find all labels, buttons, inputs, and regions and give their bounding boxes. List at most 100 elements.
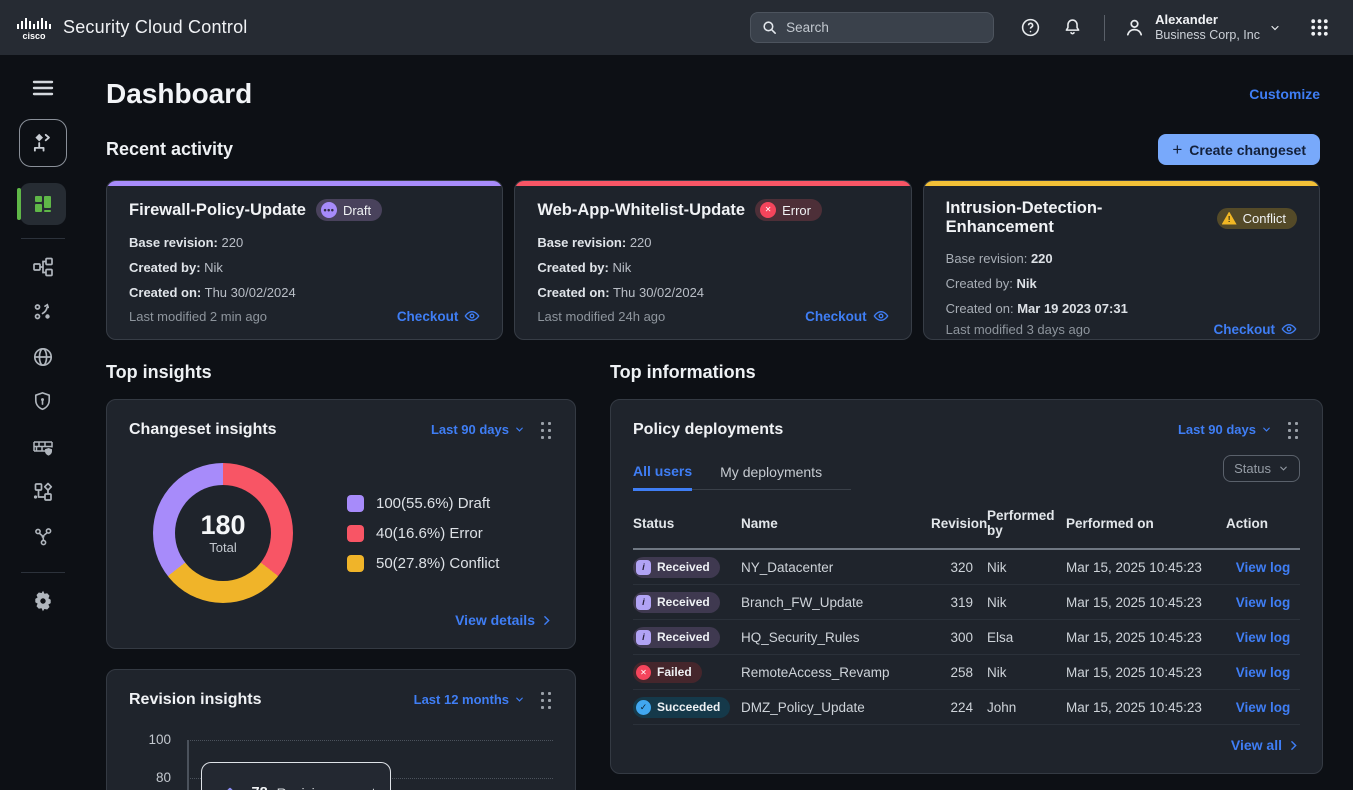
sidebar-divider [20, 572, 65, 573]
changeset-card-draft[interactable]: Firewall-Policy-Update ••• Draft Base re… [106, 180, 504, 340]
range-dropdown[interactable]: Last 12 months [414, 692, 525, 707]
brand: cisco Security Cloud Control [16, 15, 247, 41]
page-title: Dashboard [106, 78, 253, 109]
sidebar-item-objects[interactable] [23, 292, 63, 332]
chevron-right-icon [544, 615, 550, 625]
y-axis-tick: 80 [155, 770, 171, 785]
card-field: Base revision: 220 [129, 235, 244, 250]
info-icon: i [636, 629, 651, 645]
draft-icon: ••• [320, 202, 337, 218]
card-field: Base revision: 220 [537, 235, 652, 250]
legend-swatch-error [347, 524, 364, 542]
revision-insights-panel: Revision insights Last 12 months 100 80 [106, 669, 576, 790]
sidebar-item-automation[interactable] [23, 517, 63, 557]
check-icon: ✓ [636, 699, 651, 715]
sidebar-divider [20, 238, 65, 239]
sidebar-item-network[interactable] [23, 337, 63, 377]
notifications-button[interactable] [1054, 10, 1090, 46]
help-button[interactable] [1012, 10, 1048, 46]
eye-icon [873, 310, 889, 322]
user-menu[interactable]: Alexander Business Corp, Inc [1119, 10, 1285, 46]
changeset-card-error[interactable]: Web-App-Whitelist-Update ✕ Error Base re… [514, 180, 912, 340]
status-badge-error: ✕ Error [755, 199, 822, 221]
app-launcher-button[interactable] [1301, 10, 1337, 46]
sidebar-item-integrations[interactable] [23, 472, 63, 512]
topbar: cisco Security Cloud Control [0, 0, 1353, 55]
status-badge-conflict: ! Conflict [1216, 207, 1297, 229]
automation-icon [34, 527, 51, 545]
view-log-link[interactable]: View log [1226, 595, 1300, 610]
table-header: Status Name Revision Performed by Perfor… [633, 500, 1300, 550]
legend-swatch-conflict [347, 554, 364, 572]
drag-handle-icon[interactable] [539, 420, 553, 439]
panel-title: Revision insights [129, 690, 262, 708]
card-field: Created on: Thu 30/02/2024 [129, 285, 296, 300]
app-grid-icon [1310, 19, 1328, 36]
eye-icon [1281, 323, 1297, 335]
drag-handle-icon[interactable] [1286, 420, 1300, 439]
revision-line-chart: 100 80 78 Revisions count [129, 732, 553, 790]
sidebar-item-settings[interactable] [23, 581, 63, 621]
failed-icon: ✕ [636, 664, 651, 680]
tab-my-deployments[interactable]: My deployments [720, 463, 822, 489]
sidebar-item-security[interactable] [23, 382, 63, 422]
info-icon: i [636, 594, 651, 610]
shield-icon [34, 392, 51, 411]
view-log-link[interactable]: View log [1226, 700, 1300, 715]
chevron-down-icon [516, 697, 523, 702]
info-icon: i [636, 559, 651, 575]
search-bar[interactable] [750, 12, 995, 43]
range-dropdown[interactable]: Last 90 days [1178, 422, 1272, 437]
svg-text:cisco: cisco [22, 31, 46, 41]
topology-icon [32, 257, 53, 276]
drag-handle-icon[interactable] [539, 690, 553, 709]
sidebar-item-changeset[interactable] [18, 119, 67, 167]
view-log-link[interactable]: View log [1226, 665, 1300, 680]
card-title: Firewall-Policy-Update [129, 200, 306, 219]
table-row[interactable]: ✕ Failed RemoteAccess_Revamp 258 Nik Mar … [633, 655, 1300, 690]
gear-icon [34, 590, 51, 611]
customize-link[interactable]: Customize [1249, 86, 1320, 102]
checkout-link[interactable]: Checkout [397, 308, 481, 324]
panel-title: Policy deployments [633, 420, 784, 438]
search-input[interactable] [786, 20, 984, 35]
sidebar-item-dashboard[interactable] [16, 183, 66, 225]
chevron-right-icon [1291, 740, 1297, 750]
changeset-card-conflict[interactable]: Intrusion-Detection-Enhancement ! Confli… [922, 180, 1320, 340]
sidebar-menu-button[interactable] [23, 71, 63, 105]
status-filter-dropdown[interactable]: Status [1223, 455, 1300, 482]
table-row[interactable]: ✓ Succeeded DMZ_Policy_Update 224 John Ma… [633, 690, 1300, 725]
last-modified: Last modified 24h ago [537, 308, 666, 324]
view-details-link[interactable]: View details [455, 612, 553, 628]
sidebar-item-topology[interactable] [23, 247, 63, 287]
view-all-link[interactable]: View all [1231, 737, 1300, 753]
chevron-down-icon [1280, 466, 1287, 471]
topbar-actions: Alexander Business Corp, Inc [1012, 10, 1337, 46]
help-icon [1021, 18, 1039, 37]
range-dropdown[interactable]: Last 90 days [431, 422, 525, 437]
status-badge-draft: ••• Draft [315, 199, 383, 221]
user-org: Business Corp, Inc [1155, 27, 1260, 42]
last-modified: Last modified 2 min ago [129, 308, 268, 324]
recent-activity-heading: Recent activity [106, 139, 234, 159]
status-badge-succeeded: ✓ Succeeded [633, 696, 731, 718]
table-row[interactable]: i Received NY_Datacenter 320 Nik Mar 15, … [633, 550, 1300, 585]
app-title: Security Cloud Control [63, 17, 248, 37]
view-log-link[interactable]: View log [1226, 560, 1300, 575]
card-field: Created on: Thu 30/02/2024 [537, 285, 705, 300]
changeset-donut-chart: 180 Total [153, 463, 293, 603]
sidebar-item-firewall[interactable] [23, 427, 63, 467]
status-badge-received: i Received [633, 626, 720, 648]
checkout-link[interactable]: Checkout [1213, 321, 1297, 337]
eye-icon [464, 310, 480, 322]
checkout-link[interactable]: Checkout [805, 308, 889, 324]
create-changeset-button[interactable]: + Create changeset [1158, 134, 1320, 165]
hamburger-menu-icon [32, 80, 53, 96]
tab-all-users[interactable]: All users [633, 463, 693, 491]
donut-legend: 100(55.6%) Draft 40(16.6%) Error 50(27.8… [347, 494, 499, 572]
table-row[interactable]: i Received Branch_FW_Update 319 Nik Mar 1… [633, 585, 1300, 620]
view-log-link[interactable]: View log [1226, 630, 1300, 645]
error-icon: ✕ [760, 202, 777, 218]
table-row[interactable]: i Received HQ_Security_Rules 300 Elsa Mar… [633, 620, 1300, 655]
user-name: Alexander [1155, 11, 1218, 27]
